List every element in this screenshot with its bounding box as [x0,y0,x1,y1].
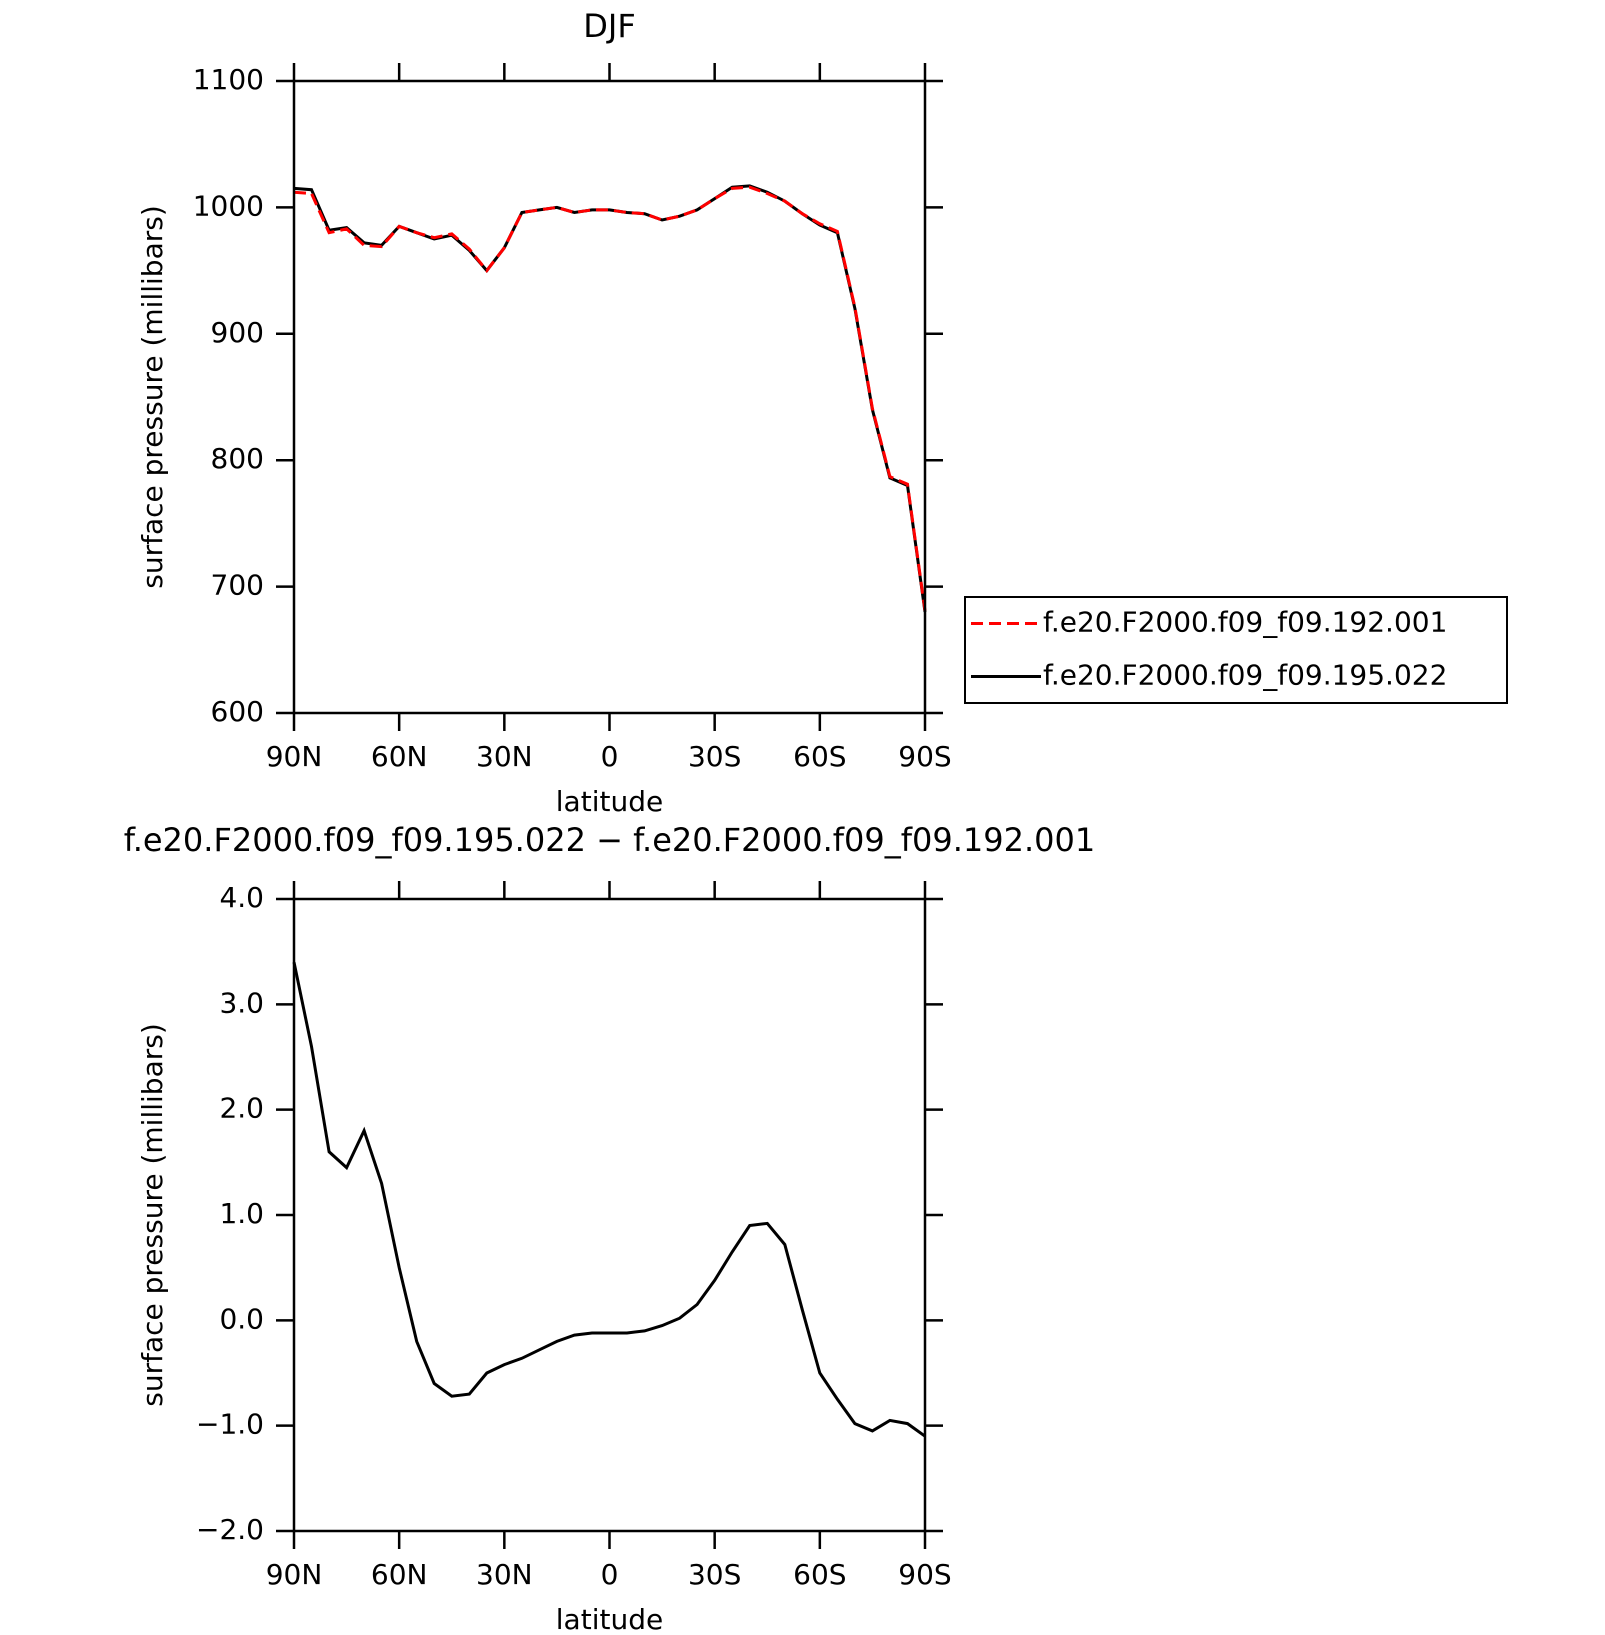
y-tick-label: 800 [211,442,264,475]
y-tick-label: 1100 [193,63,264,96]
x-tick-label: 60N [371,1558,428,1591]
x-axis-label: latitude [556,1603,663,1635]
data-line [293,185,927,611]
x-tick-label: 90S [898,1558,951,1591]
y-tick-label: 900 [211,316,264,349]
x-tick-label: 90S [898,740,951,773]
y-axis-label: surface pressure (millibars) [136,1023,169,1407]
y-tick-label: 2.0 [219,1092,264,1125]
legend-box [964,596,1508,704]
chart-title: DJF [583,7,635,45]
legend-label: f.e20.F2000.f09_f09.192.001 [1043,606,1447,639]
x-tick-label: 30S [688,1558,741,1591]
x-tick-label: 30S [688,740,741,773]
data-line [292,961,926,1438]
y-tick-label: 1000 [193,189,264,222]
y-tick-label: 600 [211,695,264,728]
y-tick-label: −1.0 [196,1408,264,1441]
x-tick-label: 90N [266,1558,323,1591]
y-tick-label: 3.0 [219,986,264,1019]
x-tick-label: 60S [793,740,846,773]
x-tick-label: 90N [266,740,323,773]
x-axis-label: latitude [556,785,663,818]
y-tick-label: −2.0 [196,1513,264,1546]
plot-frame [292,897,927,1533]
x-tick-label: 30N [476,740,533,773]
chart-title: f.e20.F2000.f09_f09.195.022 − f.e20.F200… [124,821,1096,859]
y-tick-label: 1.0 [219,1197,264,1230]
y-tick-label: 0.0 [219,1302,264,1335]
data-line [293,184,927,613]
plot-frame [292,79,927,715]
x-tick-label: 0 [601,1558,619,1591]
y-axis-label: surface pressure (millibars) [136,205,169,589]
x-tick-label: 60N [371,740,428,773]
x-tick-label: 30N [476,1558,533,1591]
x-tick-label: 60S [793,1558,846,1591]
y-tick-label: 700 [211,569,264,602]
legend-label: f.e20.F2000.f09_f09.195.022 [1043,659,1447,692]
y-tick-label: 4.0 [219,881,264,914]
x-tick-label: 0 [601,740,619,773]
